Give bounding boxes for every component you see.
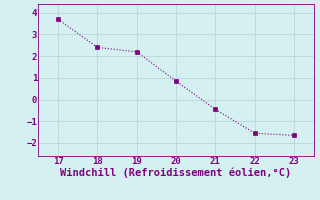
X-axis label: Windchill (Refroidissement éolien,°C): Windchill (Refroidissement éolien,°C) [60,168,292,178]
